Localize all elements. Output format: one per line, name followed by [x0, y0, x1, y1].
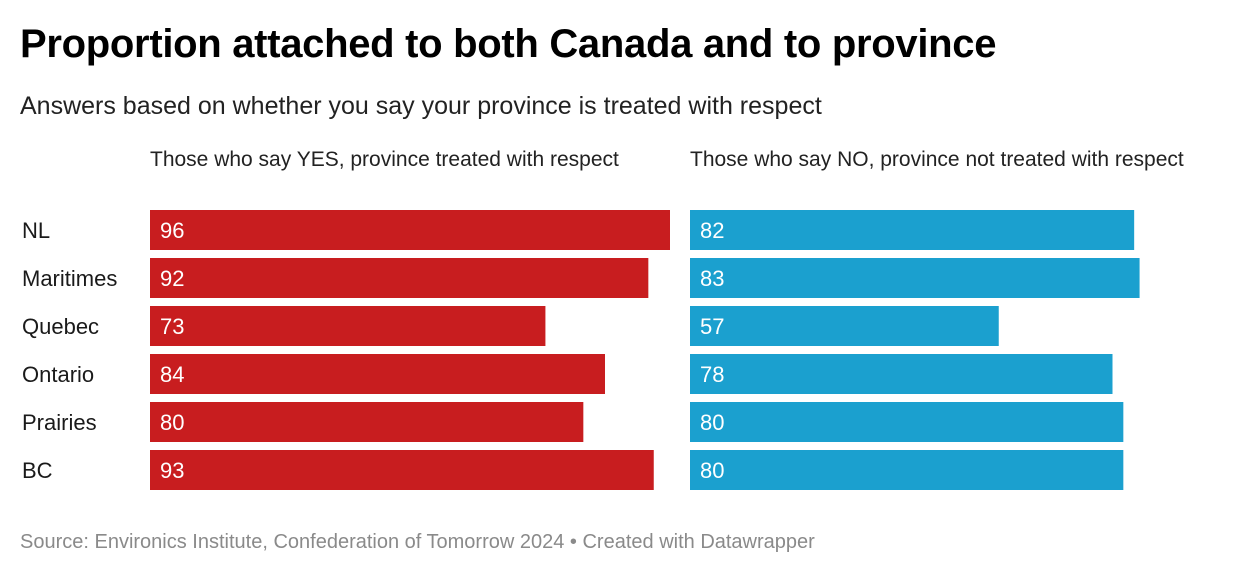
bar-yes-bc	[150, 450, 654, 490]
value-label-no-bc: 80	[700, 458, 724, 483]
bar-yes-prairies	[150, 402, 584, 442]
value-label-yes-ontario: 84	[160, 362, 184, 387]
value-label-yes-maritimes: 92	[160, 266, 184, 291]
bar-no-nl	[690, 210, 1135, 250]
category-label-quebec: Quebec	[22, 314, 99, 339]
category-label-maritimes: Maritimes	[22, 266, 117, 291]
source-note: Source: Environics Institute, Confederat…	[20, 531, 815, 553]
bar-yes-ontario	[150, 354, 605, 394]
value-label-no-quebec: 57	[700, 314, 724, 339]
value-label-yes-nl: 96	[160, 218, 184, 243]
category-label-nl: NL	[22, 218, 50, 243]
bar-no-bc	[690, 450, 1124, 490]
panel-title-yes: Those who say YES, province treated with…	[150, 148, 619, 171]
bar-no-prairies	[690, 402, 1124, 442]
panel-title-no: Those who say NO, province not treated w…	[690, 148, 1184, 171]
chart-title: Proportion attached to both Canada and t…	[20, 22, 997, 66]
value-label-no-nl: 82	[700, 218, 724, 243]
value-label-yes-bc: 93	[160, 458, 184, 483]
category-label-ontario: Ontario	[22, 362, 94, 387]
bar-yes-quebec	[150, 306, 546, 346]
chart-subtitle: Answers based on whether you say your pr…	[20, 92, 822, 120]
bar-yes-nl	[150, 210, 670, 250]
bar-no-ontario	[690, 354, 1113, 394]
value-label-no-prairies: 80	[700, 410, 724, 435]
value-label-yes-quebec: 73	[160, 314, 184, 339]
bar-no-quebec	[690, 306, 999, 346]
value-label-yes-prairies: 80	[160, 410, 184, 435]
bar-no-maritimes	[690, 258, 1140, 298]
value-label-no-ontario: 78	[700, 362, 724, 387]
category-label-bc: BC	[22, 458, 53, 483]
category-label-prairies: Prairies	[22, 410, 97, 435]
bar-yes-maritimes	[150, 258, 649, 298]
value-label-no-maritimes: 83	[700, 266, 724, 291]
